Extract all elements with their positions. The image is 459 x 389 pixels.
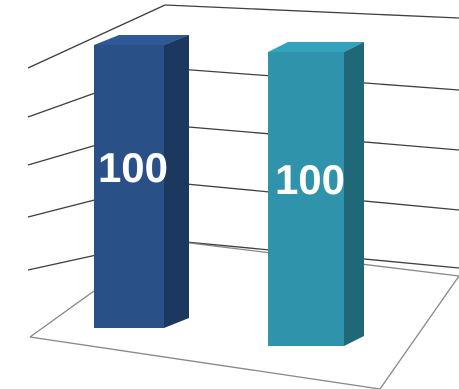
bar: [268, 42, 364, 346]
data-label: 100: [98, 144, 168, 191]
bar-top: [268, 42, 364, 52]
data-label: 100: [275, 156, 345, 203]
bar-front: [268, 52, 344, 346]
floor-front-edge: [29, 336, 381, 389]
gridline: [27, 4, 166, 69]
bar-side: [164, 35, 189, 328]
bar-front: [94, 45, 164, 328]
bars: [94, 35, 364, 346]
bar: [94, 35, 189, 328]
bar-top: [94, 35, 189, 45]
bar-side: [344, 42, 364, 346]
floor-right-edge: [379, 275, 459, 389]
gridlines: [27, 4, 459, 271]
gridline: [164, 4, 459, 19]
data-labels: 100 100: [98, 144, 345, 203]
